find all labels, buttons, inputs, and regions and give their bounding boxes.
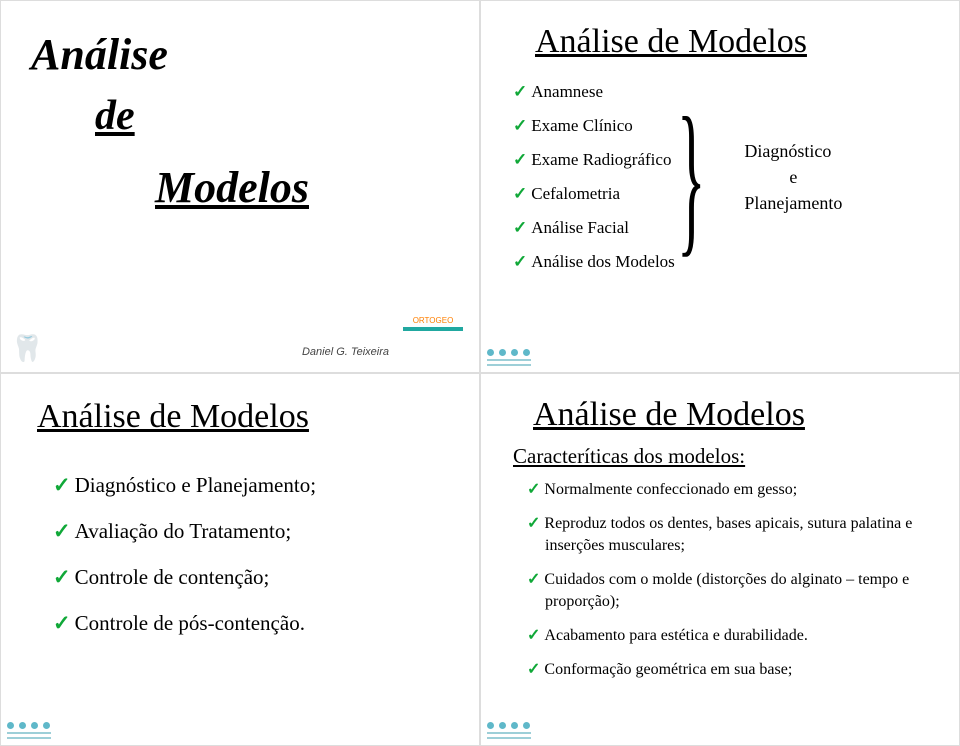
item-text: Exame Clínico (531, 116, 633, 135)
slide-grid: Análise de Modelos 🦷 Daniel G. Teixeira … (0, 0, 960, 746)
list-item: ✓Análise dos Modelos (513, 245, 675, 279)
check-icon: ✓ (513, 218, 527, 237)
check-icon: ✓ (53, 611, 71, 635)
item-text: Análise Facial (531, 218, 629, 237)
check-icon: ✓ (527, 481, 540, 498)
list-item: ✓Cuidados com o molde (distorções do alg… (527, 569, 935, 613)
list-item: ✓Controle de pós-contenção. (53, 600, 455, 646)
right-line: Diagnóstico (744, 138, 842, 164)
list-item: ✓Anamnese (513, 75, 675, 109)
decor-corner (487, 722, 531, 739)
slide4-subtitle: Caracteríticas dos modelos: (513, 444, 935, 469)
ortogeo-text: ORTOGEO (403, 314, 463, 326)
decor-dots (487, 722, 531, 729)
list-item: ✓Exame Radiográfico (513, 143, 675, 177)
decor-lines (487, 359, 531, 366)
ortogeo-logo: ORTOGEO (403, 314, 463, 336)
item-text: Reproduz todos os dentes, bases apicais,… (544, 515, 912, 554)
item-text: Diagnóstico e Planejamento; (75, 473, 316, 497)
check-icon: ✓ (527, 661, 540, 678)
tooth-icon: 🦷 (11, 334, 43, 364)
item-text: Anamnese (531, 82, 603, 101)
slide3-list: ✓Diagnóstico e Planejamento; ✓Avaliação … (53, 462, 455, 646)
decor-dots (487, 349, 531, 356)
list-item: ✓Diagnóstico e Planejamento; (53, 462, 455, 508)
decor-lines (7, 732, 51, 739)
slide2-list: ✓Anamnese ✓Exame Clínico ✓Exame Radiográ… (513, 75, 675, 279)
right-line: e (744, 164, 842, 190)
slide1-word3: Modelos (155, 162, 455, 213)
item-text: Normalmente confeccionado em gesso; (544, 481, 797, 498)
slide-1: Análise de Modelos 🦷 Daniel G. Teixeira … (0, 0, 480, 373)
ortogeo-bar (403, 327, 463, 331)
check-icon: ✓ (527, 571, 540, 588)
check-icon: ✓ (527, 627, 540, 644)
decor-corner (487, 349, 531, 366)
item-text: Avaliação do Tratamento; (75, 519, 292, 543)
decor-dots (7, 722, 51, 729)
item-text: Análise dos Modelos (531, 252, 675, 271)
slide1-word1: Análise (31, 29, 455, 80)
slide4-title: Análise de Modelos (533, 396, 935, 434)
list-item: ✓Normalmente confeccionado em gesso; (527, 479, 935, 501)
check-icon: ✓ (513, 252, 527, 271)
slide-3: Análise de Modelos ✓Diagnóstico e Planej… (0, 373, 480, 746)
item-text: Cuidados com o molde (distorções do algi… (544, 571, 909, 610)
check-icon: ✓ (513, 150, 527, 169)
list-item: ✓Acabamento para estética e durabilidade… (527, 625, 935, 647)
item-text: Acabamento para estética e durabilidade. (544, 627, 807, 644)
check-icon: ✓ (53, 565, 71, 589)
slide2-body: ✓Anamnese ✓Exame Clínico ✓Exame Radiográ… (513, 75, 935, 279)
list-item: ✓Exame Clínico (513, 109, 675, 143)
curly-brace-icon: } (677, 92, 706, 262)
decor-corner (7, 722, 51, 739)
list-item: ✓Conformação geométrica em sua base; (527, 659, 935, 681)
slide-2: Análise de Modelos ✓Anamnese ✓Exame Clín… (480, 0, 960, 373)
item-text: Controle de pós-contenção. (75, 611, 305, 635)
check-icon: ✓ (513, 82, 527, 101)
slide3-title: Análise de Modelos (37, 398, 455, 436)
list-item: ✓Análise Facial (513, 211, 675, 245)
slide2-right-text: Diagnóstico e Planejamento (744, 138, 842, 216)
slide2-title: Análise de Modelos (535, 23, 935, 61)
list-item: ✓Controle de contenção; (53, 554, 455, 600)
slide1-word2: de (95, 92, 455, 140)
check-icon: ✓ (53, 519, 71, 543)
item-text: Conformação geométrica em sua base; (544, 661, 792, 678)
slide-4: Análise de Modelos Caracteríticas dos mo… (480, 373, 960, 746)
item-text: Exame Radiográfico (531, 150, 671, 169)
slide4-list: ✓Normalmente confeccionado em gesso; ✓Re… (527, 479, 935, 681)
author-label: Daniel G. Teixeira (302, 346, 389, 358)
item-text: Controle de contenção; (75, 565, 270, 589)
check-icon: ✓ (513, 184, 527, 203)
check-icon: ✓ (513, 116, 527, 135)
list-item: ✓Reproduz todos os dentes, bases apicais… (527, 513, 935, 557)
item-text: Cefalometria (531, 184, 620, 203)
check-icon: ✓ (527, 515, 540, 532)
list-item: ✓Avaliação do Tratamento; (53, 508, 455, 554)
list-item: ✓Cefalometria (513, 177, 675, 211)
decor-lines (487, 732, 531, 739)
check-icon: ✓ (53, 473, 71, 497)
right-line: Planejamento (744, 190, 842, 216)
